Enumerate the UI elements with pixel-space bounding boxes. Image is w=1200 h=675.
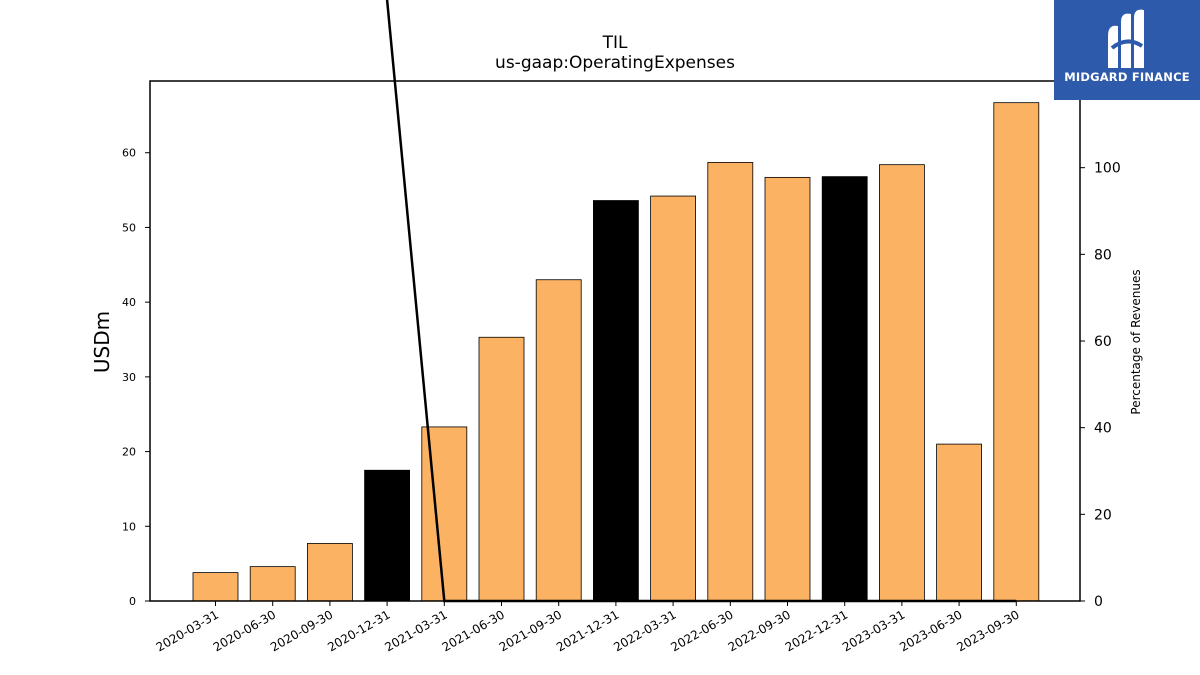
x-tick-label: 2023-06-30 xyxy=(897,607,964,654)
y-tick-label: 0 xyxy=(129,595,136,608)
y-tick-label: 50 xyxy=(122,221,136,234)
chart-subtitle: us-gaap:OperatingExpenses xyxy=(495,53,735,73)
bar-2020-09-30 xyxy=(306,543,353,602)
x-tick-label: 2021-03-31 xyxy=(382,607,449,654)
x-tick-label: 2023-03-31 xyxy=(840,607,907,654)
x-tick-label: 2021-06-30 xyxy=(440,607,507,654)
bar-2023-03-31 xyxy=(879,164,925,602)
x-tick-label: 2020-12-31 xyxy=(325,607,392,654)
x-tick-label: 2022-06-30 xyxy=(668,607,735,654)
bar-2021-09-30 xyxy=(535,279,582,602)
bar-2020-12-31 xyxy=(364,469,411,602)
x-tick-label: 2022-09-30 xyxy=(726,607,793,654)
midgard-finance-logo: MIDGARD FINANCE xyxy=(1054,0,1200,100)
bar-2021-03-31 xyxy=(421,426,468,602)
x-tick-label: 2023-09-30 xyxy=(954,607,1021,654)
logo-text: MIDGARD FINANCE xyxy=(1064,70,1190,84)
bar-2021-06-30 xyxy=(478,336,525,602)
bar-2021-12-31 xyxy=(593,200,639,602)
x-tick-label: 2021-12-31 xyxy=(554,607,621,654)
x-tick-label: 2021-09-30 xyxy=(497,607,564,654)
y2-axis-label: Percentage of Revenues xyxy=(1129,269,1143,414)
bar-2022-06-30 xyxy=(707,162,754,602)
bar-2022-12-31 xyxy=(821,176,868,602)
x-tick-label: 2020-03-31 xyxy=(154,607,221,654)
x-tick-label: 2020-09-30 xyxy=(268,607,335,654)
y-tick-label: 40 xyxy=(122,296,136,309)
bar-2020-06-30 xyxy=(249,566,296,602)
bar-2022-03-31 xyxy=(650,195,696,602)
y2-tick-label: 100 xyxy=(1094,161,1121,177)
y2-tick-label: 60 xyxy=(1094,334,1112,350)
bar-2023-09-30 xyxy=(993,102,1040,602)
bars-layer xyxy=(192,102,1040,602)
midgard-logo-mark-icon xyxy=(1108,9,1144,68)
x-tick-label: 2022-03-31 xyxy=(611,607,678,654)
y-tick-label: 10 xyxy=(122,520,136,533)
y2-tick-label: 80 xyxy=(1094,247,1112,263)
y-tick-label: 30 xyxy=(122,371,136,384)
chart-title: TIL xyxy=(602,33,628,53)
x-tick-label: 2020-06-30 xyxy=(211,607,278,654)
x-tick-label: 2022-12-31 xyxy=(783,607,850,654)
bar-2020-03-31 xyxy=(192,572,239,602)
y2-tick-label: 40 xyxy=(1094,421,1112,437)
y-tick-label: 20 xyxy=(122,446,136,459)
y2-tick-label: 20 xyxy=(1094,507,1112,523)
y2-tick-label: 0 xyxy=(1094,594,1103,610)
bar-2022-09-30 xyxy=(764,176,811,602)
bar-2023-06-30 xyxy=(936,443,982,602)
y-tick-label: 60 xyxy=(122,147,136,160)
y-axis-label: USDm xyxy=(90,311,114,373)
